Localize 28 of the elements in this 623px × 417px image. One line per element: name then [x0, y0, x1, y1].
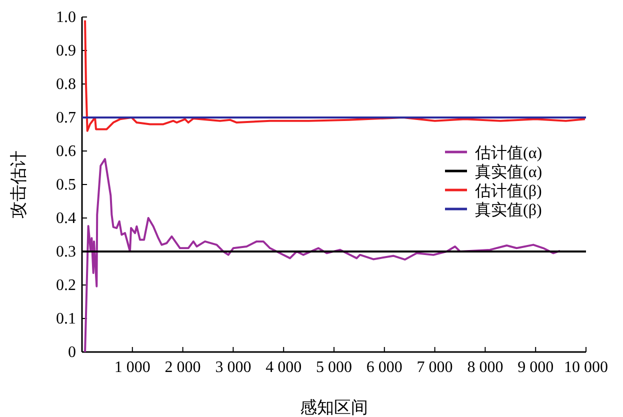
y-tick-label: 0	[68, 344, 76, 361]
legend-label: 真实值(α)	[475, 163, 542, 181]
x-axis-title: 感知区间	[300, 398, 368, 417]
y-tick-label: 1.0	[56, 9, 76, 26]
x-tick-label: 3 000	[215, 359, 252, 376]
y-tick-label: 0.1	[56, 310, 76, 328]
y-axis-title: 攻击估计	[9, 150, 28, 218]
x-tick-label: 1 000	[114, 359, 150, 376]
x-tick-label: 9 000	[518, 359, 554, 376]
y-tick-label: 0.9	[56, 42, 76, 60]
legend-label: 真实值(β)	[475, 201, 542, 219]
x-tick-label: 5 000	[316, 359, 352, 376]
x-tick-label: 10 000	[564, 359, 608, 376]
legend-label: 估计值(α)	[474, 144, 542, 162]
x-tick-label: 8 000	[467, 359, 504, 376]
y-tick-label: 0.2	[56, 277, 76, 294]
x-tick-label: 6 000	[366, 359, 402, 376]
legend-label: 估计值(β)	[474, 182, 542, 200]
x-tick-label: 2 000	[164, 359, 201, 376]
line-series	[84, 19, 586, 132]
x-tick-label: 4 000	[266, 359, 302, 376]
x-tick-label: 7 000	[416, 359, 453, 376]
y-tick-label: 0.4	[56, 210, 76, 227]
y-tick-label: 0.8	[56, 76, 76, 93]
y-tick-label: 0.7	[56, 110, 76, 126]
y-tick-label: 0.3	[56, 244, 76, 260]
y-tick-label: 0.5	[56, 176, 76, 194]
y-tick-label: 0.6	[56, 143, 76, 160]
